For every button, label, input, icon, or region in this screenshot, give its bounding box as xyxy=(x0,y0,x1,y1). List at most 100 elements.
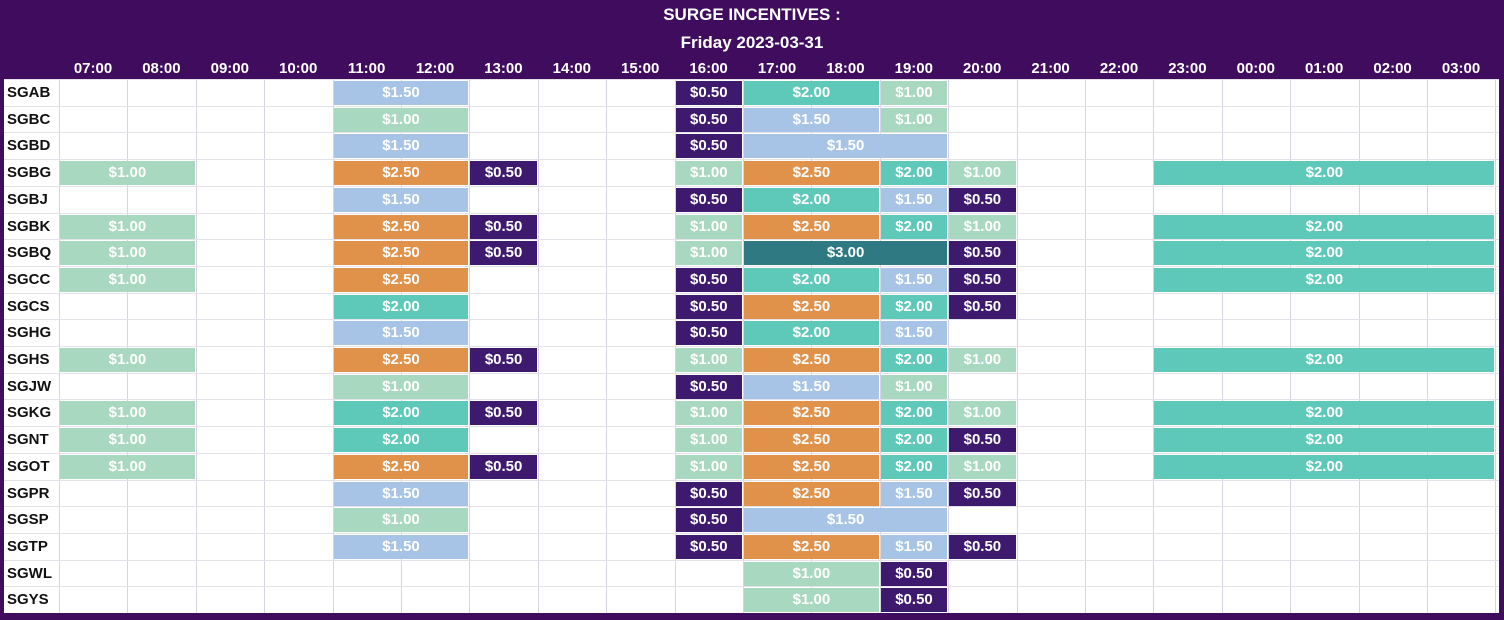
incentive-cell: $0.50 xyxy=(470,348,537,372)
row-divider xyxy=(4,319,1499,321)
incentive-cell: $1.50 xyxy=(744,107,879,132)
incentive-cell: $1.00 xyxy=(744,588,879,613)
incentive-cell: $0.50 xyxy=(949,294,1016,319)
incentive-cell: $0.50 xyxy=(470,161,537,186)
incentive-cell: $2.00 xyxy=(1154,348,1495,372)
hour-header: 21:00 xyxy=(1031,60,1070,77)
incentive-cell: $1.00 xyxy=(675,428,742,453)
incentive-cell: $1.50 xyxy=(880,187,948,212)
incentive-cell: $2.00 xyxy=(1154,241,1495,266)
incentive-cell: $2.00 xyxy=(880,161,948,186)
hour-header: 18:00 xyxy=(826,60,865,77)
incentive-cell: $2.50 xyxy=(333,454,469,479)
hour-header: 13:00 xyxy=(484,60,523,77)
row-label: SGWL xyxy=(7,564,52,582)
row-divider xyxy=(4,479,1499,481)
incentive-cell: $1.50 xyxy=(744,374,879,399)
row-divider xyxy=(4,532,1499,534)
incentive-cell: $2.50 xyxy=(333,348,469,372)
row-divider xyxy=(4,426,1499,428)
incentive-cell: $1.00 xyxy=(880,374,948,399)
incentive-cell: $1.00 xyxy=(949,401,1016,426)
incentive-cell: $0.50 xyxy=(470,454,537,479)
incentive-cell: $2.00 xyxy=(744,187,879,212)
incentive-cell: $0.50 xyxy=(675,294,742,319)
incentive-cell: $2.00 xyxy=(880,214,948,239)
incentive-cell: $1.00 xyxy=(949,348,1016,372)
row-divider xyxy=(4,79,1499,80)
row-divider xyxy=(4,212,1499,214)
incentive-cell: $1.50 xyxy=(880,534,948,559)
incentive-cell: $2.50 xyxy=(744,454,879,479)
hour-header: 09:00 xyxy=(210,60,249,77)
row-divider xyxy=(4,239,1499,241)
incentive-cell: $0.50 xyxy=(675,107,742,132)
hour-header: 14:00 xyxy=(552,60,591,77)
row-label: SGYS xyxy=(7,591,49,609)
incentive-cell: $1.00 xyxy=(675,454,742,479)
incentive-cell: $2.50 xyxy=(744,294,879,319)
row-label: SGPR xyxy=(7,484,50,502)
incentive-cell: $2.00 xyxy=(744,321,879,346)
incentive-cell: $1.00 xyxy=(60,241,195,266)
incentive-cell: $2.50 xyxy=(744,401,879,426)
row-label: SGOT xyxy=(7,457,50,475)
row-divider xyxy=(4,132,1499,134)
incentive-cell: $2.50 xyxy=(744,161,879,186)
incentive-cell: $0.50 xyxy=(675,134,742,159)
incentive-cell: $1.50 xyxy=(333,187,469,212)
hour-header: 01:00 xyxy=(1305,60,1344,77)
incentive-cell: $1.00 xyxy=(675,348,742,372)
incentive-cell: $0.50 xyxy=(675,321,742,346)
row-label: SGHS xyxy=(7,351,50,368)
incentive-cell: $0.50 xyxy=(675,534,742,559)
incentive-cell: $1.00 xyxy=(880,81,948,105)
incentive-cell: $2.50 xyxy=(744,481,879,506)
incentive-cell: $2.00 xyxy=(1154,428,1495,453)
hour-header: 22:00 xyxy=(1099,60,1139,77)
incentive-cell: $2.00 xyxy=(333,294,469,319)
incentive-cell: $0.50 xyxy=(949,187,1016,212)
incentive-cell: $1.00 xyxy=(60,214,195,239)
incentive-cell: $0.50 xyxy=(949,241,1016,266)
incentive-cell: $1.00 xyxy=(949,454,1016,479)
row-label: SGBD xyxy=(7,137,51,155)
row-label: SGCC xyxy=(7,270,51,288)
row-label: SGKG xyxy=(7,404,52,422)
row-divider xyxy=(4,559,1499,561)
hour-header: 20:00 xyxy=(963,60,1002,77)
row-divider xyxy=(4,399,1499,401)
row-label: SGNT xyxy=(7,431,49,449)
incentive-cell: $2.00 xyxy=(1154,401,1495,426)
incentive-cell: $2.00 xyxy=(744,267,879,292)
incentive-cell: $1.00 xyxy=(675,161,742,186)
row-label: SGBC xyxy=(7,110,51,128)
incentive-cell: $1.00 xyxy=(333,107,469,132)
incentive-cell: $0.50 xyxy=(470,241,537,266)
row-divider xyxy=(4,265,1499,267)
incentive-cell: $2.00 xyxy=(744,81,879,105)
incentive-cell: $0.50 xyxy=(949,534,1016,559)
hour-header: 12:00 xyxy=(415,60,455,77)
incentive-cell: $0.50 xyxy=(675,267,742,292)
incentive-cell: $2.00 xyxy=(333,401,469,426)
row-label: SGCS xyxy=(7,297,50,315)
hour-header: 17:00 xyxy=(757,60,797,77)
incentive-cell: $3.00 xyxy=(744,241,948,266)
incentive-cell: $0.50 xyxy=(470,214,537,239)
hour-header: 15:00 xyxy=(621,60,660,77)
incentive-cell: $2.00 xyxy=(880,401,948,426)
incentive-cell: $2.50 xyxy=(744,534,879,559)
incentive-cell: $2.50 xyxy=(744,214,879,239)
incentive-cell: $0.50 xyxy=(949,428,1016,453)
row-divider xyxy=(4,292,1499,294)
incentive-cell: $1.50 xyxy=(880,267,948,292)
hour-header: 03:00 xyxy=(1441,60,1481,77)
incentive-cell: $2.00 xyxy=(333,428,469,453)
row-label: SGBJ xyxy=(7,190,48,208)
incentive-cell: $0.50 xyxy=(470,401,537,426)
row-divider xyxy=(4,159,1499,161)
incentive-cell: $0.50 xyxy=(675,508,742,533)
incentive-cell: $1.00 xyxy=(675,214,742,239)
